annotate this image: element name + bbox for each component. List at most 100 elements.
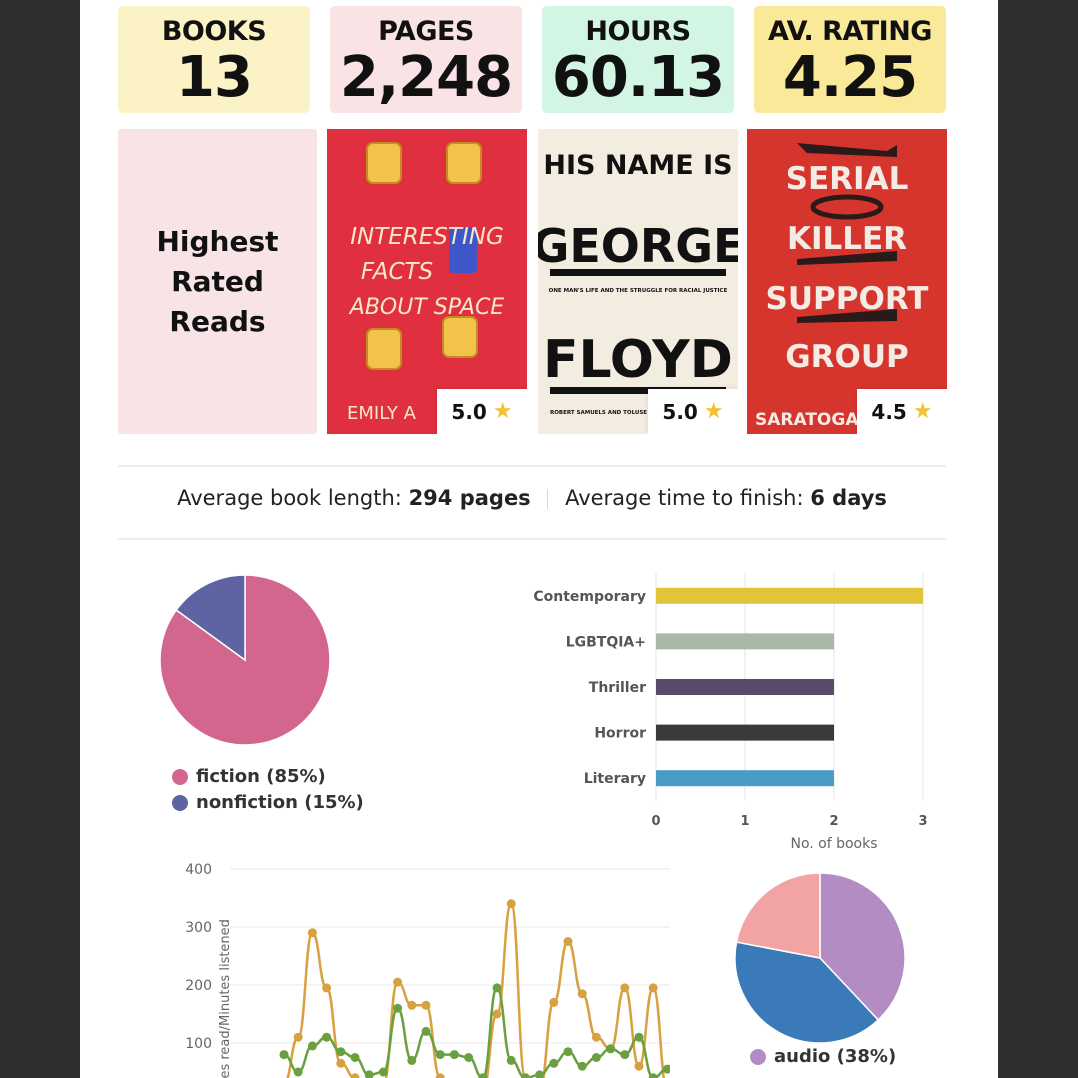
- legend-item-audio: audio (38%): [750, 1046, 896, 1067]
- book-cover-interesting-facts[interactable]: INTERESTING FACTS ABOUT SPACE EMILY A 5.…: [327, 129, 527, 434]
- data-point-pages[interactable]: [648, 983, 658, 993]
- data-point-pages[interactable]: [591, 1032, 601, 1042]
- data-point-pages[interactable]: [620, 983, 630, 993]
- star-icon: ★: [492, 398, 513, 424]
- data-point-pages[interactable]: [322, 983, 332, 993]
- avg-finish-label: Average time to finish:: [565, 486, 804, 510]
- stat-label: PAGES: [378, 16, 474, 47]
- data-point-pages[interactable]: [506, 899, 516, 909]
- data-point-pages[interactable]: [350, 1073, 360, 1078]
- x-tick-label: 2: [829, 814, 838, 829]
- format-pie-chart: [734, 872, 906, 1044]
- legend-label: fiction (85%): [196, 766, 326, 787]
- cover-author: EMILY A: [347, 403, 417, 424]
- stat-value: 60.13: [551, 45, 725, 110]
- pie-slice-print[interactable]: [734, 941, 880, 1044]
- data-point-pages[interactable]: [492, 1009, 502, 1019]
- cover-title-line: KILLER: [787, 221, 907, 257]
- bar-horror[interactable]: [656, 724, 834, 741]
- data-point-minutes[interactable]: [435, 1050, 445, 1060]
- stat-label: BOOKS: [161, 16, 267, 47]
- data-point-minutes[interactable]: [520, 1073, 530, 1078]
- data-point-pages[interactable]: [307, 928, 317, 938]
- stat-books: BOOKS 13: [118, 6, 310, 113]
- legend-label: nonfiction (15%): [196, 792, 364, 813]
- star-icon: ★: [912, 398, 933, 424]
- data-point-minutes[interactable]: [407, 1055, 417, 1065]
- data-point-minutes[interactable]: [492, 983, 502, 993]
- x-axis-label: No. of books: [790, 836, 877, 852]
- rating-value: 5.0: [662, 399, 698, 424]
- data-point-minutes[interactable]: [535, 1070, 545, 1078]
- pie-slice-nonfiction[interactable]: [175, 574, 246, 662]
- data-point-minutes[interactable]: [506, 1055, 516, 1065]
- cover-title-line: ABOUT SPACE: [348, 295, 505, 320]
- data-point-minutes[interactable]: [549, 1058, 559, 1068]
- y-tick-label: 200: [185, 978, 212, 994]
- stat-value: 4.25: [782, 45, 918, 110]
- data-point-minutes[interactable]: [648, 1073, 658, 1078]
- category-label: Horror: [594, 726, 646, 742]
- stat-value: 13: [176, 45, 253, 110]
- bar-lgbtqia[interactable]: [656, 633, 834, 650]
- data-point-minutes[interactable]: [350, 1053, 360, 1062]
- pie-slice-audio[interactable]: [819, 872, 906, 1022]
- bar-contemporary[interactable]: [656, 587, 923, 604]
- data-point-minutes[interactable]: [378, 1067, 388, 1077]
- legend-swatch: [750, 1048, 766, 1065]
- data-point-minutes[interactable]: [364, 1070, 374, 1078]
- data-point-minutes[interactable]: [662, 1064, 670, 1074]
- data-point-minutes[interactable]: [307, 1041, 317, 1051]
- cover-author: ROBERT SAMUELS AND TOLUSE OLORU: [550, 410, 670, 416]
- series-line-pages: [286, 902, 666, 1078]
- averages-line: Average book length: 294 pages Average t…: [118, 486, 946, 510]
- cover-title-line: GROUP: [785, 339, 909, 375]
- data-point-pages[interactable]: [563, 937, 573, 946]
- rating-badge: 4.5 ★: [857, 389, 947, 434]
- highest-rated-title: Highest Rated Reads: [156, 224, 279, 338]
- data-point-minutes[interactable]: [293, 1067, 303, 1077]
- book-cover-serial-killer[interactable]: SERIAL KILLER SUPPORT GROUP SARATOGA S 4…: [747, 129, 947, 434]
- data-point-minutes[interactable]: [336, 1047, 346, 1057]
- data-point-minutes[interactable]: [421, 1026, 431, 1036]
- data-point-pages[interactable]: [435, 1073, 445, 1078]
- cover-title-line: FLOYD: [543, 330, 733, 390]
- data-point-pages[interactable]: [634, 1061, 644, 1071]
- data-point-pages[interactable]: [407, 1000, 417, 1010]
- cover-title-line: FACTS: [361, 259, 433, 285]
- bar-thriller[interactable]: [656, 679, 834, 695]
- data-point-pages[interactable]: [336, 1058, 346, 1068]
- y-tick-label: 100: [185, 1036, 212, 1052]
- stat-pages: PAGES 2,248: [330, 6, 522, 113]
- data-point-pages[interactable]: [549, 997, 559, 1007]
- data-point-minutes[interactable]: [577, 1061, 587, 1071]
- data-point-minutes[interactable]: [393, 1003, 403, 1013]
- data-point-minutes[interactable]: [606, 1044, 616, 1054]
- divider: [118, 538, 946, 540]
- data-point-pages[interactable]: [421, 1000, 431, 1010]
- data-point-minutes[interactable]: [464, 1053, 474, 1062]
- data-point-minutes[interactable]: [449, 1050, 459, 1060]
- data-point-minutes[interactable]: [322, 1032, 332, 1042]
- data-point-minutes[interactable]: [634, 1032, 644, 1042]
- data-point-minutes[interactable]: [591, 1053, 601, 1062]
- legend-item-fiction: fiction (85%): [172, 766, 326, 787]
- data-point-minutes[interactable]: [620, 1050, 630, 1060]
- avg-finish-value: 6 days: [810, 486, 887, 510]
- averages-separator: [547, 489, 549, 509]
- divider: [118, 465, 946, 467]
- data-point-pages[interactable]: [393, 977, 403, 987]
- data-point-minutes[interactable]: [279, 1050, 289, 1060]
- book-cover-george-floyd[interactable]: HIS NAME IS GEORGE ONE MAN'S LIFE AND TH…: [538, 129, 738, 434]
- y-axis-label: Pages read/Minutes listened: [218, 919, 233, 1078]
- x-tick-label: 3: [918, 814, 927, 829]
- data-point-minutes[interactable]: [478, 1073, 488, 1078]
- legend-item-nonfiction: nonfiction (15%): [172, 792, 364, 813]
- pie-slice-ebook[interactable]: [735, 872, 821, 959]
- fiction-pie-chart: [159, 574, 331, 746]
- bar-literary[interactable]: [656, 770, 834, 787]
- cover-art: INTERESTING FACTS ABOUT SPACE EMILY A: [327, 129, 527, 434]
- data-point-pages[interactable]: [577, 989, 587, 999]
- data-point-pages[interactable]: [293, 1032, 303, 1042]
- data-point-minutes[interactable]: [563, 1047, 573, 1057]
